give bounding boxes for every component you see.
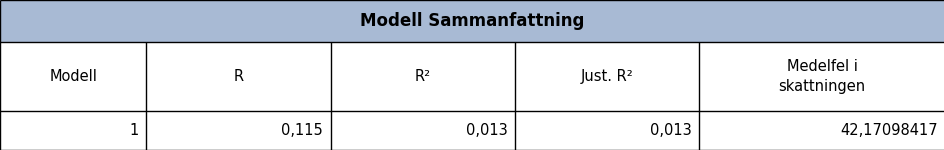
Text: R²: R²	[414, 69, 430, 84]
Text: 0,013: 0,013	[649, 123, 691, 138]
Text: Modell Sammanfattning: Modell Sammanfattning	[360, 12, 584, 30]
Text: R: R	[233, 69, 244, 84]
Text: 1: 1	[129, 123, 139, 138]
Text: 0,115: 0,115	[281, 123, 323, 138]
Bar	[0, 42, 944, 111]
Text: Modell: Modell	[49, 69, 97, 84]
Bar	[0, 111, 944, 150]
Bar	[0, 0, 944, 42]
Text: Medelfel i
skattningen: Medelfel i skattningen	[778, 59, 865, 94]
Text: 42,17098417: 42,17098417	[839, 123, 936, 138]
Text: 0,013: 0,013	[465, 123, 507, 138]
Text: Just. R²: Just. R²	[581, 69, 632, 84]
